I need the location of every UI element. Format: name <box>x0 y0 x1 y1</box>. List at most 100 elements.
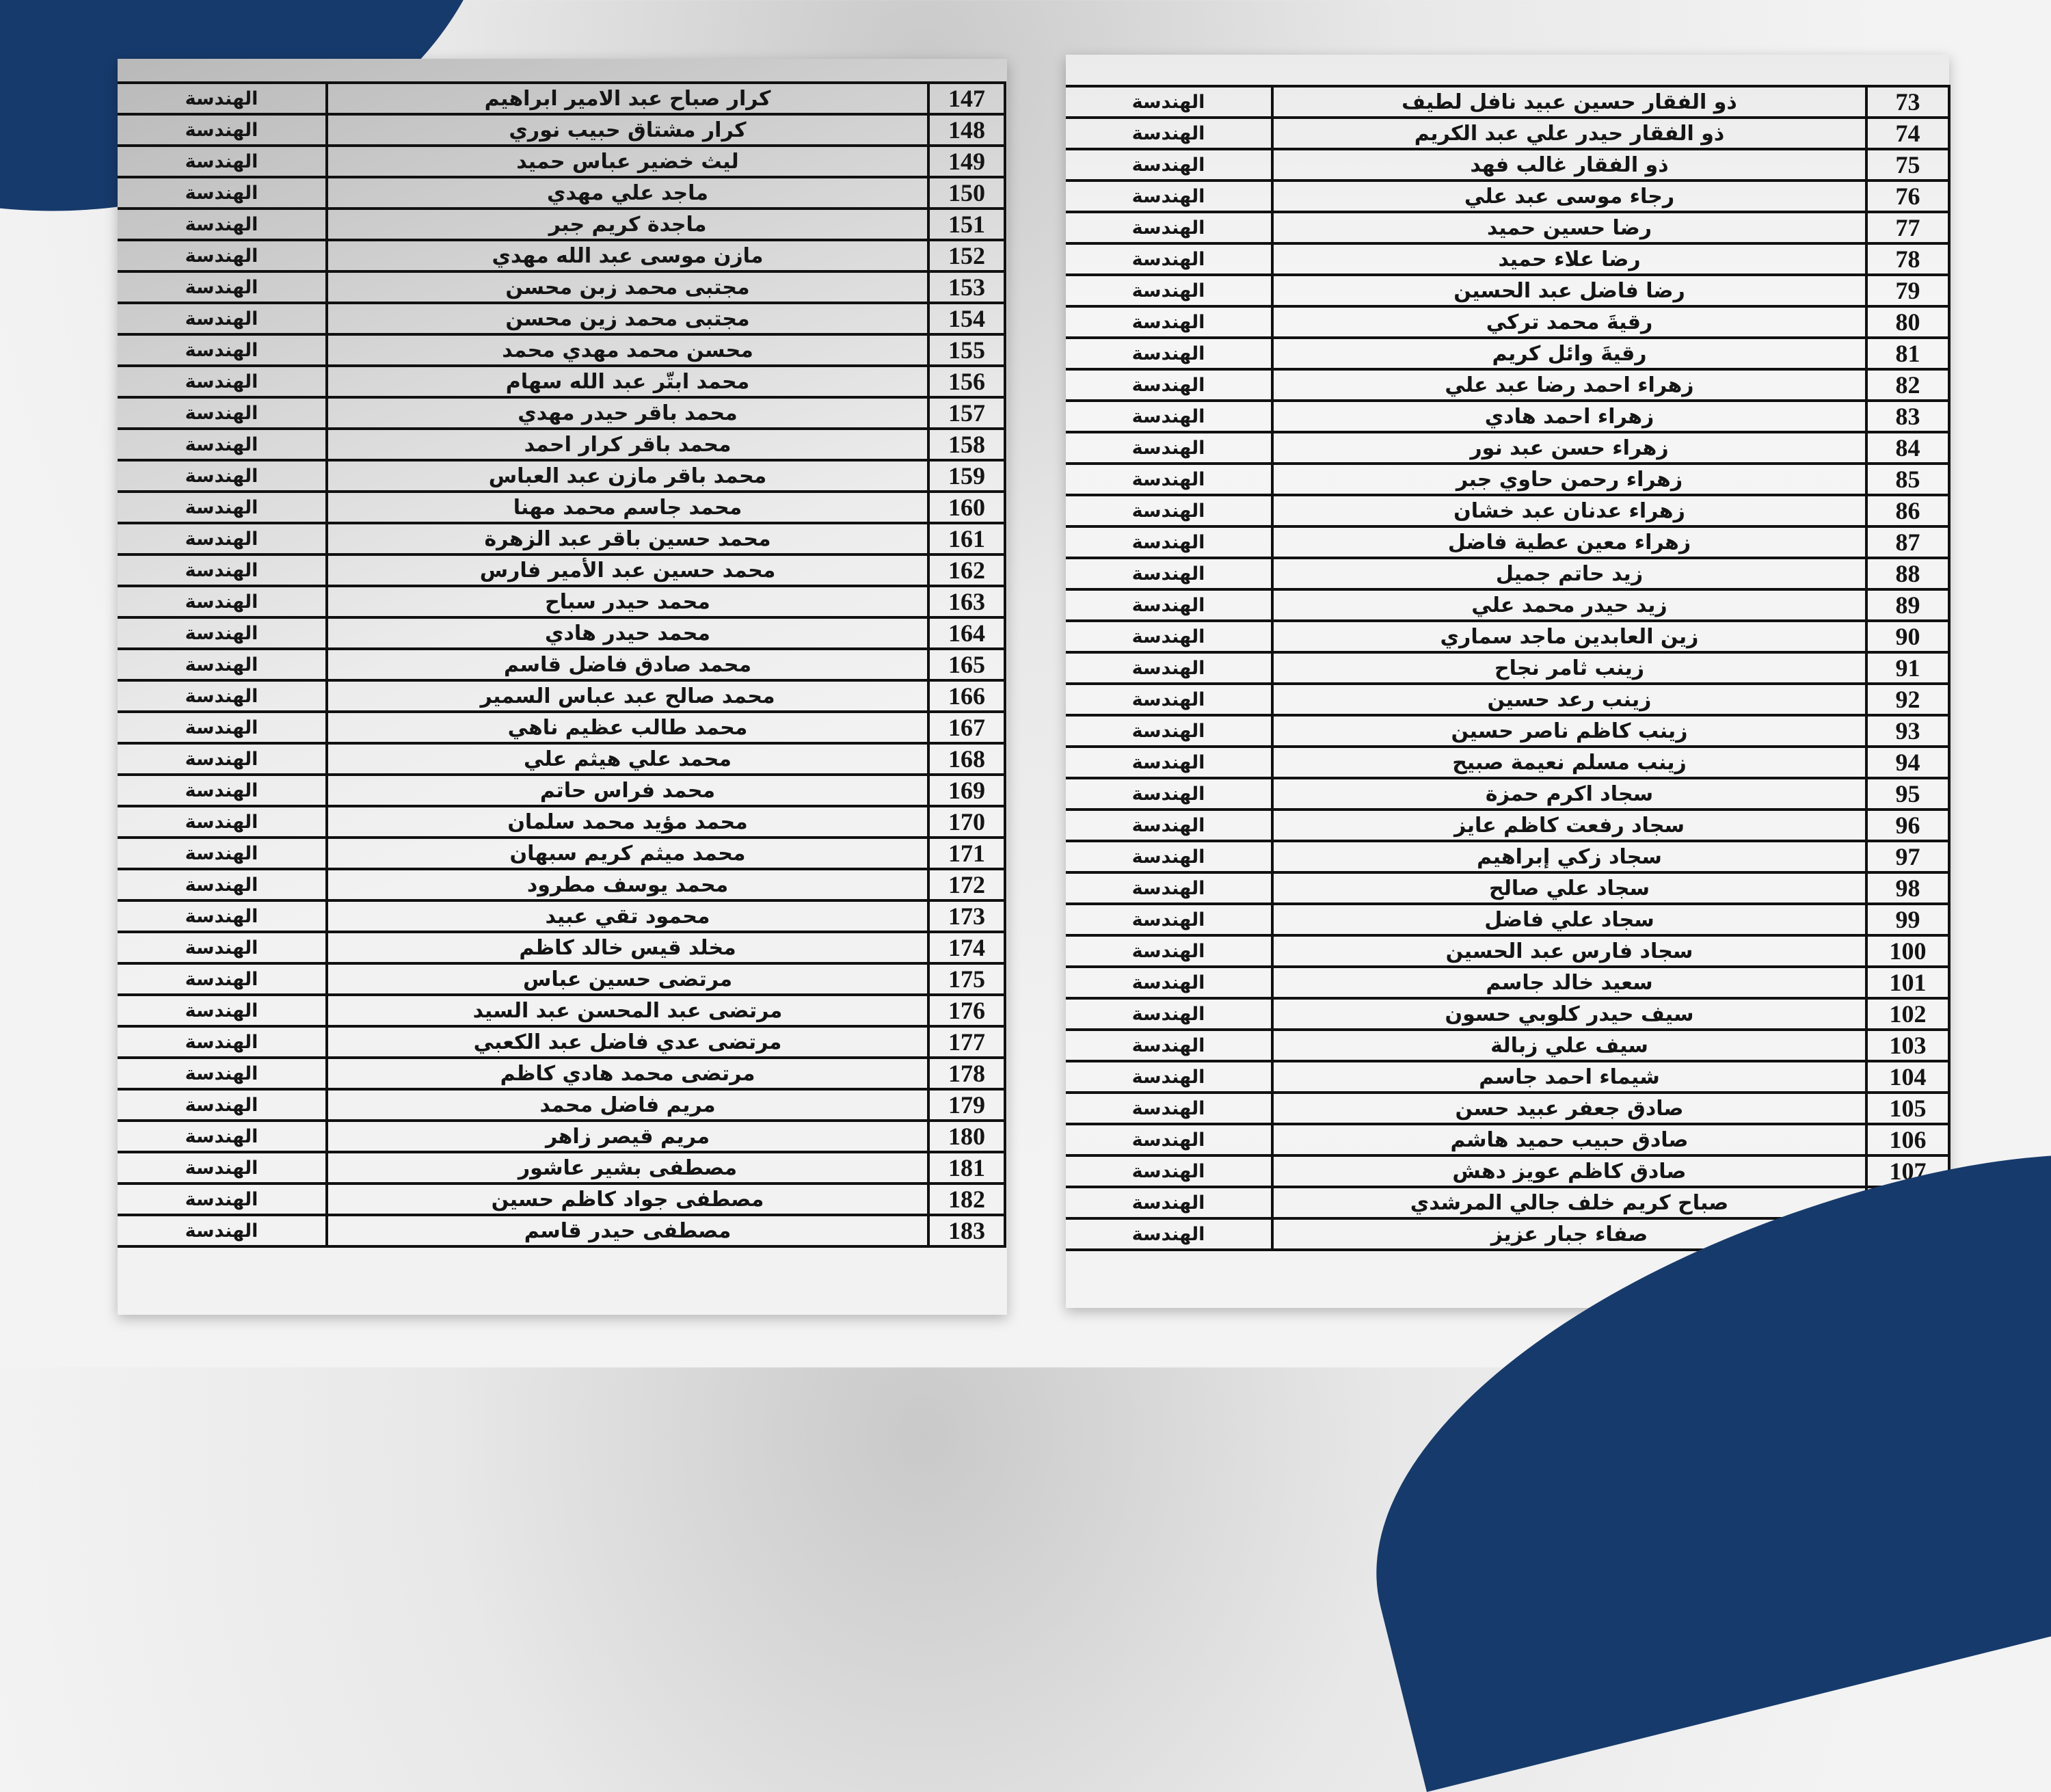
table-row: الهندسة مصطفى حيدر قاسم 183 <box>118 1214 1006 1248</box>
table-row: الهندسة زينب رعد حسين 92 <box>1066 682 1951 717</box>
row-number-cell: 149 <box>927 144 1006 178</box>
name-cell: رقيةَ وائل كريم <box>1271 336 1868 371</box>
row-number-cell: 100 <box>1865 934 1951 968</box>
table-row: الهندسة مريم فاضل محمد 179 <box>118 1088 1006 1122</box>
name-cell: مجتبى محمد زين محسن <box>325 302 930 336</box>
row-number-cell: 180 <box>927 1119 1006 1153</box>
name-cell: مرتضى عدي فاضل عبد الكعبي <box>325 1025 930 1059</box>
department-cell: الهندسة <box>1066 1091 1274 1125</box>
row-number-cell: 183 <box>927 1214 1006 1248</box>
table-row: الهندسة سيف علي زبالة 103 <box>1066 1028 1951 1062</box>
name-cell: زهراء معين عطية فاضل <box>1271 525 1868 559</box>
table-row: الهندسة كرار مشتاق حبيب نوري 148 <box>118 113 1006 147</box>
name-cell: صادق حبيب حميد هاشم <box>1271 1123 1868 1157</box>
department-cell: الهندسة <box>118 176 328 210</box>
row-number-cell: 155 <box>927 333 1006 367</box>
department-cell: الهندسة <box>118 427 328 462</box>
table-row: الهندسة سجاد علي صالح 98 <box>1066 871 1951 905</box>
row-number-cell: 160 <box>927 490 1006 524</box>
department-cell: الهندسة <box>118 962 328 996</box>
department-cell: الهندسة <box>118 333 328 367</box>
name-cell: محمد باقر مازن عبد العباس <box>325 459 930 493</box>
table-row: الهندسة مجتبى محمد زين محسن 154 <box>118 302 1006 336</box>
department-cell: الهندسة <box>118 1025 328 1059</box>
department-cell: الهندسة <box>118 647 328 682</box>
row-number-cell: 179 <box>927 1088 1006 1122</box>
table-row: الهندسة محمد جاسم محمد مهنا 160 <box>118 490 1006 524</box>
table-row: الهندسة محمد صادق فاضل قاسم 165 <box>118 647 1006 682</box>
row-number-cell: 182 <box>927 1182 1006 1216</box>
row-number-cell: 167 <box>927 710 1006 745</box>
row-number-cell: 96 <box>1865 808 1951 842</box>
department-cell: الهندسة <box>118 1056 328 1091</box>
department-cell: الهندسة <box>118 836 328 870</box>
row-number-cell: 153 <box>927 270 1006 304</box>
table-row: الهندسة كرار صباح عبد الامير ابراهيم 147 <box>118 81 1006 116</box>
table-row: الهندسة شيماء احمد جاسم 104 <box>1066 1060 1951 1094</box>
row-number-cell: 170 <box>927 805 1006 839</box>
name-cell: رضا علاء حميد <box>1271 242 1868 276</box>
name-cell: صادق جعفر عبيد حسن <box>1271 1091 1868 1125</box>
table-row: الهندسة ماجد علي مهدي 150 <box>118 176 1006 210</box>
department-cell: الهندسة <box>118 931 328 965</box>
department-cell: الهندسة <box>1066 148 1274 182</box>
name-cell: رضا فاضل عبد الحسين <box>1271 273 1868 308</box>
department-cell: الهندسة <box>118 1119 328 1153</box>
row-number-cell: 85 <box>1865 462 1951 496</box>
name-cell: مرتضى محمد هادي كاظم <box>325 1056 930 1091</box>
table-row: الهندسة زينب مسلم نعيمة صبيح 94 <box>1066 745 1951 779</box>
row-number-cell: 98 <box>1865 871 1951 905</box>
name-cell: محمد طالب عظيم ناهي <box>325 710 930 745</box>
name-cell: زين العابدين ماجد سماري <box>1271 619 1868 654</box>
department-cell: الهندسة <box>118 1151 328 1185</box>
department-cell: الهندسة <box>118 270 328 304</box>
row-number-cell: 156 <box>927 364 1006 399</box>
table-row: الهندسة صادق جعفر عبيد حسن 105 <box>1066 1091 1951 1125</box>
department-cell: الهندسة <box>1066 557 1274 591</box>
table-row: الهندسة زيد حاتم جميل 88 <box>1066 557 1951 591</box>
name-cell: مجتبى محمد زبن محسن <box>325 270 930 304</box>
row-number-cell: 101 <box>1865 965 1951 1000</box>
department-cell: الهندسة <box>1066 588 1274 622</box>
row-number-cell: 105 <box>1865 1091 1951 1125</box>
name-cell: ماجد علي مهدي <box>325 176 930 210</box>
department-cell: الهندسة <box>118 1182 328 1216</box>
name-cell: محمد حسين باقر عبد الزهرة <box>325 522 930 556</box>
row-number-cell: 181 <box>927 1151 1006 1185</box>
department-cell: الهندسة <box>1066 1028 1274 1062</box>
name-cell: محسن محمد مهدي محمد <box>325 333 930 367</box>
table-row: الهندسة محمد حسين باقر عبد الزهرة 161 <box>118 522 1006 556</box>
name-cell: محمد ابتّر عبد الله سهام <box>325 364 930 399</box>
row-number-cell: 97 <box>1865 840 1951 874</box>
table-row: الهندسة مجتبى محمد زبن محسن 153 <box>118 270 1006 304</box>
row-number-cell: 104 <box>1865 1060 1951 1094</box>
department-cell: الهندسة <box>1066 85 1274 119</box>
names-table-right: الهندسة ذو الفقار حسين عبيد نافل لطيف 73 ال… <box>1066 85 1951 1251</box>
row-number-cell: 99 <box>1865 902 1951 937</box>
table-row: الهندسة رجاء موسى عبد علي 76 <box>1066 179 1951 213</box>
table-row: الهندسة مرتضى عدي فاضل عبد الكعبي 177 <box>118 1025 1006 1059</box>
row-number-cell: 77 <box>1865 211 1951 245</box>
table-row: الهندسة محمد حسين عبد الأمير فارس 162 <box>118 553 1006 587</box>
department-cell: الهندسة <box>118 239 328 273</box>
department-cell: الهندسة <box>1066 871 1274 905</box>
row-number-cell: 86 <box>1865 494 1951 528</box>
name-cell: مريم قيصر زاهر <box>325 1119 930 1153</box>
table-row: الهندسة محمد باقر مازن عبد العباس 159 <box>118 459 1006 493</box>
row-number-cell: 165 <box>927 647 1006 682</box>
row-number-cell: 154 <box>927 302 1006 336</box>
department-cell: الهندسة <box>118 993 328 1028</box>
row-number-cell: 81 <box>1865 336 1951 371</box>
row-number-cell: 175 <box>927 962 1006 996</box>
name-cell: محمد باقر حيدر مهدي <box>325 396 930 430</box>
name-cell: زهراء رحمن حاوي جبر <box>1271 462 1868 496</box>
row-number-cell: 177 <box>927 1025 1006 1059</box>
department-cell: الهندسة <box>1066 525 1274 559</box>
department-cell: الهندسة <box>1066 1186 1274 1220</box>
name-cell: رضا حسين حميد <box>1271 211 1868 245</box>
name-cell: زهراء احمد هادي <box>1271 399 1868 433</box>
table-row: الهندسة مصطفى بشير عاشور 181 <box>118 1151 1006 1185</box>
table-row: الهندسة مصطفى جواد كاظم حسين 182 <box>118 1182 1006 1216</box>
department-cell: الهندسة <box>1066 619 1274 654</box>
row-number-cell: 152 <box>927 239 1006 273</box>
